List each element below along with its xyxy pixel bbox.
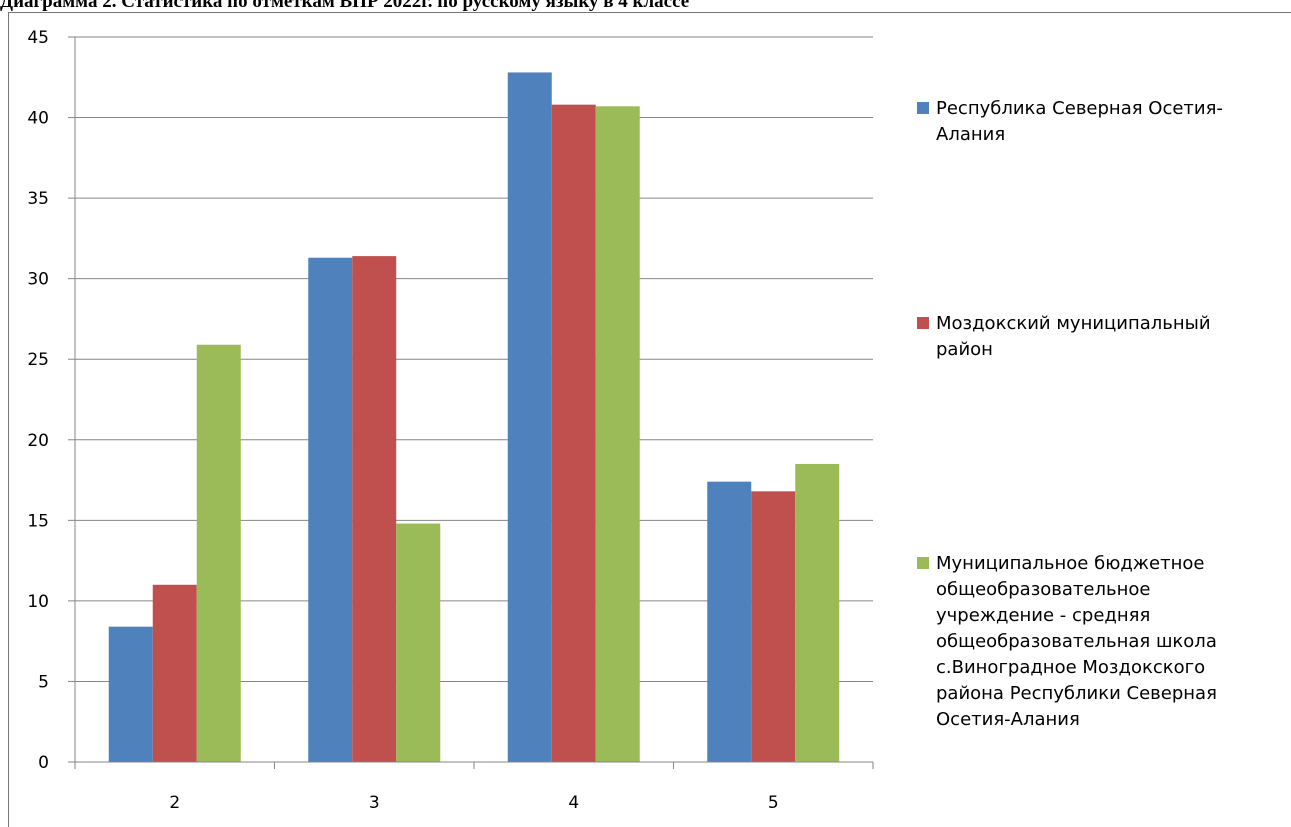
chart-frame [8, 12, 1291, 827]
bar-series-2 [152, 584, 197, 762]
x-tick-label: 3 [369, 793, 380, 813]
x-tick-label: 4 [568, 793, 579, 813]
bar-series-1 [507, 72, 552, 762]
y-tick-label: 45 [27, 28, 49, 48]
legend-label-1: Республика Северная Осетия-Алания [936, 98, 1223, 145]
page-title: Диаграмма 2. Статистика по отметкам ВПР … [0, 0, 690, 12]
legend-swatch-3 [917, 557, 929, 569]
legend-label-2: Моздокский муниципальный район [936, 313, 1211, 360]
y-tick-label: 20 [27, 431, 49, 451]
y-tick-label: 10 [27, 592, 49, 612]
x-tick-label: 2 [169, 793, 180, 813]
bar-series-1 [707, 481, 752, 762]
bar-series-2 [751, 491, 796, 762]
bar-series-1 [308, 257, 353, 762]
bar-series-2 [352, 256, 397, 762]
legend-swatch-2 [917, 317, 929, 329]
bar-series-3 [396, 523, 441, 762]
bar-series-3 [795, 463, 840, 762]
bar-series-1 [108, 626, 153, 762]
x-tick-label: 5 [768, 793, 779, 813]
y-tick-label: 30 [27, 270, 49, 290]
legend-swatch-1 [917, 102, 929, 114]
bar-series-3 [595, 106, 640, 763]
bar-series-2 [551, 104, 596, 762]
legend-label-3: Муниципальное бюджетное общеобразователь… [936, 553, 1217, 730]
y-tick-label: 5 [38, 672, 49, 692]
y-tick-label: 25 [27, 350, 49, 370]
y-tick-label: 40 [27, 109, 49, 129]
y-tick-label: 35 [27, 189, 49, 209]
y-tick-label: 15 [27, 511, 49, 531]
y-tick-label: 0 [38, 753, 49, 773]
bar-series-3 [196, 344, 241, 762]
